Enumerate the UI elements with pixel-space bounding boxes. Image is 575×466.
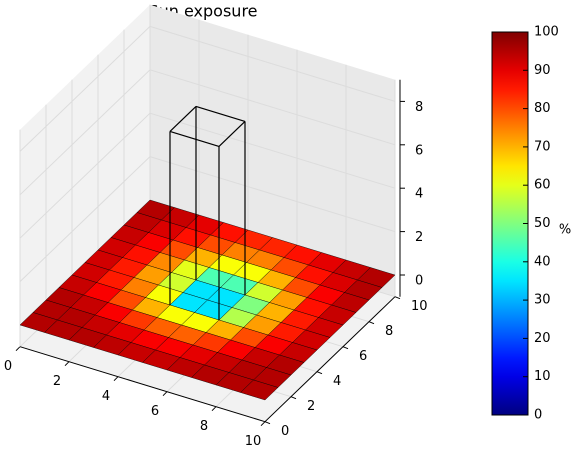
- building-edge: [218, 120, 246, 147]
- colorbar-tick-label: 90: [534, 63, 551, 78]
- grid-line: [149, 156, 396, 233]
- colorbar: [491, 31, 529, 416]
- y-tick: [394, 296, 401, 300]
- x-tick: [113, 376, 119, 382]
- x-tick: [260, 421, 266, 427]
- y-axis: [264, 296, 396, 423]
- building-edge: [195, 105, 246, 122]
- y-tick-label: 8: [385, 324, 393, 339]
- colorbar-tick-label: 50: [534, 216, 551, 231]
- y-tick-label: 0: [281, 424, 289, 439]
- building-edge: [169, 130, 220, 147]
- x-tick-label: 4: [102, 389, 110, 404]
- grid-line: [149, 25, 396, 102]
- y-tick: [316, 371, 323, 375]
- z-tick-label: 4: [415, 187, 423, 202]
- y-tick: [290, 396, 297, 400]
- x-tick: [211, 406, 217, 412]
- grid-line: [149, 112, 396, 189]
- colorbar-tick-label: 40: [534, 254, 551, 269]
- x-tick: [64, 361, 70, 367]
- grid-line: [19, 26, 151, 152]
- x-tick: [162, 391, 168, 397]
- z-tick-label: 6: [415, 143, 423, 158]
- y-tick-label: 4: [333, 374, 341, 389]
- colorbar-label: %: [559, 223, 571, 238]
- y-tick-label: 6: [359, 349, 367, 364]
- y-tick: [342, 346, 349, 350]
- x-tick: [15, 346, 21, 352]
- colorbar-tick-label: 70: [534, 139, 551, 154]
- x-tick-label: 8: [200, 419, 208, 434]
- y-tick-label: 10: [411, 299, 428, 314]
- y-tick: [368, 321, 375, 325]
- colorbar-tick-label: 100: [534, 25, 559, 40]
- y-tick: [264, 421, 271, 425]
- y-tick-label: 2: [307, 399, 315, 414]
- colorbar-tick-label: 0: [534, 408, 542, 423]
- grid-line: [19, 112, 151, 239]
- building-edge: [169, 105, 197, 132]
- colorbar-tick-label: 60: [534, 178, 551, 193]
- x-tick-label: 10: [245, 434, 262, 449]
- z-tick-label: 8: [415, 100, 423, 115]
- x-tick-label: 2: [53, 374, 61, 389]
- x-axis: [19, 346, 266, 423]
- surface-cell: [240, 379, 279, 401]
- z-tick-label: 2: [415, 230, 423, 245]
- z-tick-label: 0: [415, 274, 423, 289]
- x-tick-label: 0: [4, 359, 12, 374]
- grid-line: [19, 156, 151, 282]
- grid-line: [149, 69, 396, 146]
- colorbar-tick-label: 80: [534, 101, 551, 116]
- colorbar-tick-label: 10: [534, 369, 551, 384]
- colorbar-tick-label: 30: [534, 293, 551, 308]
- x-tick-label: 6: [151, 404, 159, 419]
- grid-line: [19, 69, 151, 196]
- colorbar-tick-label: 20: [534, 331, 551, 346]
